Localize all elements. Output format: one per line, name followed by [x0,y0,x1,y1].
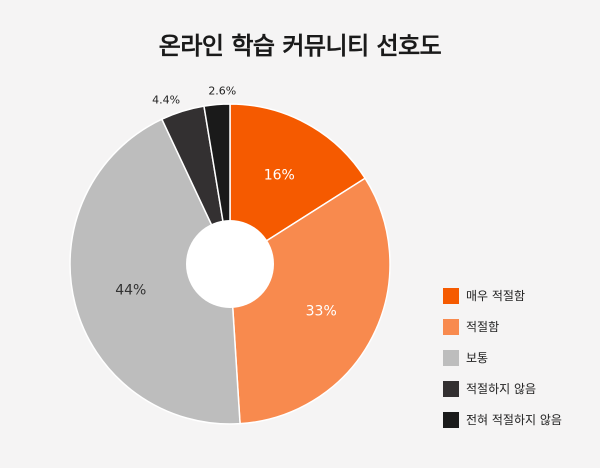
pie-slice-very-appropriate [229,103,367,266]
data-label-appropriate: 33% [306,304,337,320]
data-label-not-at-all-appropriate: 2.6% [208,85,236,98]
data-label-neutral: 44% [115,283,146,299]
legend-item-neutral: 보통 [443,350,593,381]
legend-item-not-appropriate: 적절하지 않음 [443,381,593,412]
data-label-very-appropriate: 16% [264,167,295,183]
legend-swatch [443,350,459,366]
data-label-not-appropriate: 4.4% [152,94,180,107]
legend-label: 전혀 적절하지 않음 [466,413,562,427]
legend-swatch [443,319,459,335]
chart-title: 온라인 학습 커뮤니티 선호도 [158,32,442,60]
pie-slice-appropriate [229,177,391,425]
legend-label: 적절하지 않음 [466,382,537,396]
legend-label: 적절함 [466,320,500,334]
legend-item-not-at-all-appropriate: 전혀 적절하지 않음 [443,412,593,443]
legend-item-appropriate: 적절함 [443,319,593,350]
legend-swatch [443,412,459,428]
legend-item-very-appropriate: 매우 적절함 [443,288,593,319]
legend-label: 매우 적절함 [466,289,526,303]
legend-swatch [443,381,459,397]
legend: 매우 적절함 적절함 보통 적절하지 않음 전혀 적절하지 않음 [443,288,593,443]
donut-hole [186,220,274,308]
legend-swatch [443,288,459,304]
legend-label: 보통 [466,351,489,365]
